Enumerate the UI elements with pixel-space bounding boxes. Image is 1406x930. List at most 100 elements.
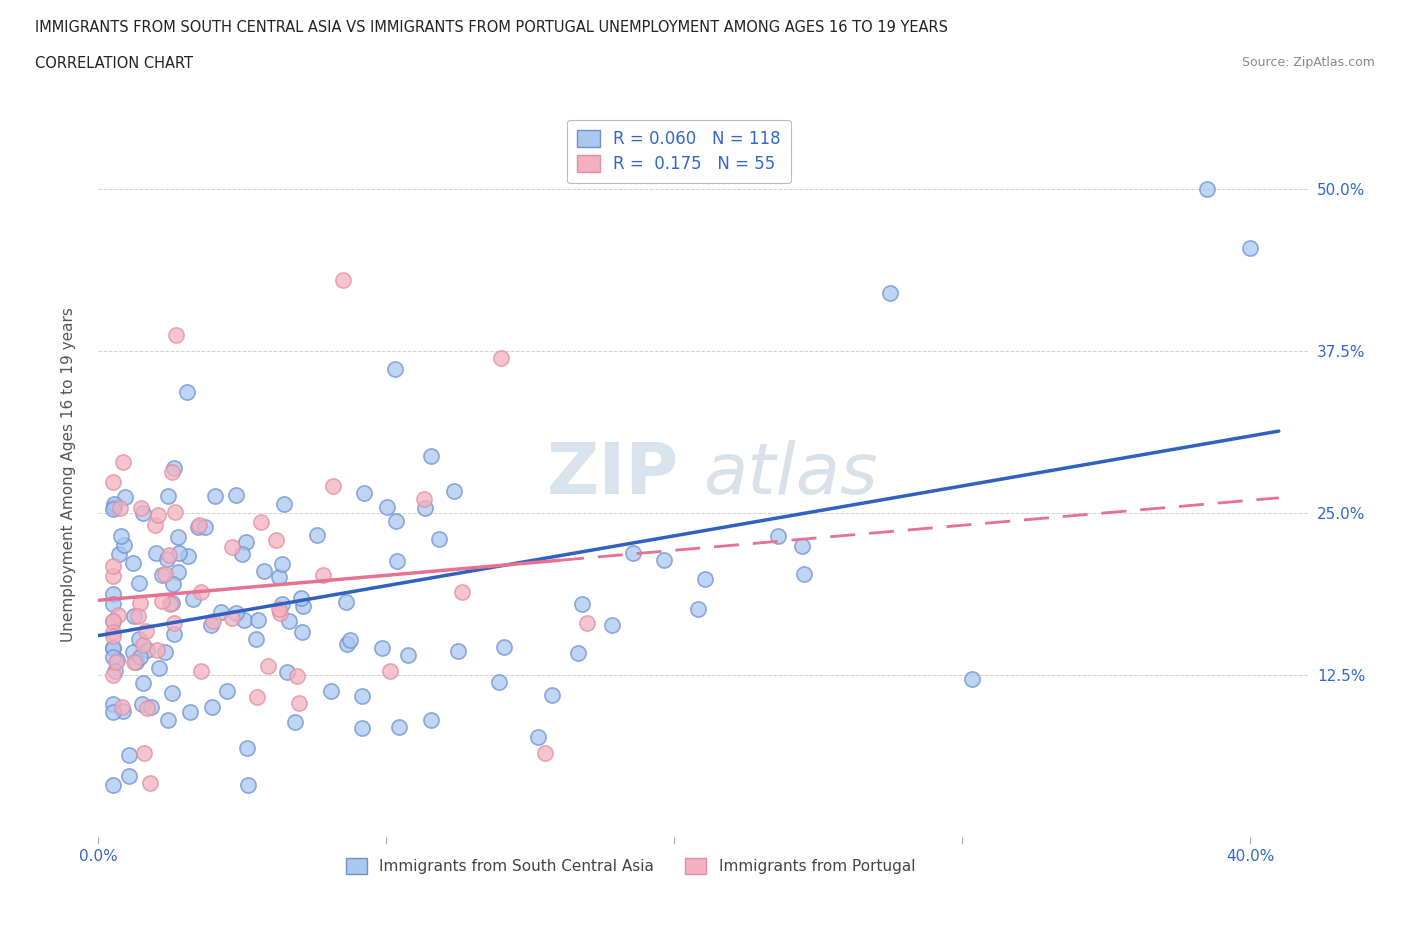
Point	[194, 520, 217, 535]
Text: atlas: atlas	[703, 440, 877, 509]
Point	[114, 489, 136, 504]
Point	[153, 645, 176, 660]
Point	[766, 529, 789, 544]
Point	[112, 537, 135, 551]
Point	[112, 454, 135, 469]
Point	[253, 564, 276, 578]
Point	[576, 616, 599, 631]
Point	[686, 602, 709, 617]
Point	[112, 703, 135, 718]
Point	[127, 609, 149, 624]
Point	[148, 660, 170, 675]
Point	[150, 568, 173, 583]
Point	[246, 689, 269, 704]
Point	[103, 663, 125, 678]
Text: ZIP: ZIP	[547, 440, 679, 509]
Point	[291, 599, 314, 614]
Point	[413, 492, 436, 507]
Point	[159, 548, 181, 563]
Point	[103, 499, 125, 514]
Point	[190, 584, 212, 599]
Point	[101, 558, 124, 573]
Point	[121, 644, 143, 659]
Point	[491, 351, 513, 365]
Point	[128, 649, 150, 664]
Point	[533, 745, 555, 760]
Point	[132, 637, 155, 652]
Point	[792, 539, 814, 554]
Point	[156, 551, 179, 566]
Point	[384, 514, 406, 529]
Point	[110, 528, 132, 543]
Point	[132, 676, 155, 691]
Point	[101, 474, 124, 489]
Point	[420, 712, 443, 727]
Point	[250, 514, 273, 529]
Point	[188, 518, 211, 533]
Point	[288, 696, 311, 711]
Point	[107, 608, 129, 623]
Point	[284, 714, 307, 729]
Point	[269, 569, 291, 584]
Point	[101, 596, 124, 611]
Point	[235, 534, 257, 549]
Point	[160, 464, 183, 479]
Point	[150, 594, 173, 609]
Point	[101, 649, 124, 664]
Point	[217, 684, 239, 698]
Point	[236, 741, 259, 756]
Point	[101, 641, 124, 656]
Point	[353, 485, 375, 500]
Point	[269, 605, 291, 620]
Point	[162, 577, 184, 591]
Point	[492, 640, 515, 655]
Point	[160, 596, 183, 611]
Point	[101, 568, 124, 583]
Point	[285, 669, 308, 684]
Point	[163, 460, 186, 475]
Point	[128, 576, 150, 591]
Point	[202, 614, 225, 629]
Point	[879, 286, 901, 300]
Point	[204, 488, 226, 503]
Legend: Immigrants from South Central Asia, Immigrants from Portugal: Immigrants from South Central Asia, Immi…	[340, 852, 921, 880]
Point	[335, 594, 357, 609]
Point	[101, 586, 124, 601]
Y-axis label: Unemployment Among Ages 16 to 19 years: Unemployment Among Ages 16 to 19 years	[60, 307, 76, 642]
Point	[231, 546, 253, 561]
Point	[160, 685, 183, 700]
Point	[146, 643, 169, 658]
Point	[166, 530, 188, 545]
Point	[122, 608, 145, 623]
Point	[427, 531, 450, 546]
Point	[311, 567, 333, 582]
Point	[118, 768, 141, 783]
Point	[319, 684, 342, 698]
Point	[322, 479, 344, 494]
Point	[600, 618, 623, 632]
Point	[693, 572, 716, 587]
Point	[388, 720, 411, 735]
Point	[413, 500, 436, 515]
Point	[101, 704, 124, 719]
Point	[101, 613, 124, 628]
Point	[488, 674, 510, 689]
Point	[101, 668, 124, 683]
Text: CORRELATION CHART: CORRELATION CHART	[35, 56, 193, 71]
Point	[101, 629, 124, 644]
Point	[169, 545, 191, 560]
Point	[273, 497, 295, 512]
Point	[181, 591, 204, 606]
Point	[105, 652, 128, 667]
Point	[132, 746, 155, 761]
Point	[221, 540, 243, 555]
Point	[443, 484, 465, 498]
Point	[139, 700, 162, 715]
Point	[179, 705, 201, 720]
Point	[332, 272, 354, 287]
Point	[384, 361, 406, 376]
Point	[163, 505, 186, 520]
Point	[165, 327, 187, 342]
Point	[225, 605, 247, 620]
Point	[101, 502, 124, 517]
